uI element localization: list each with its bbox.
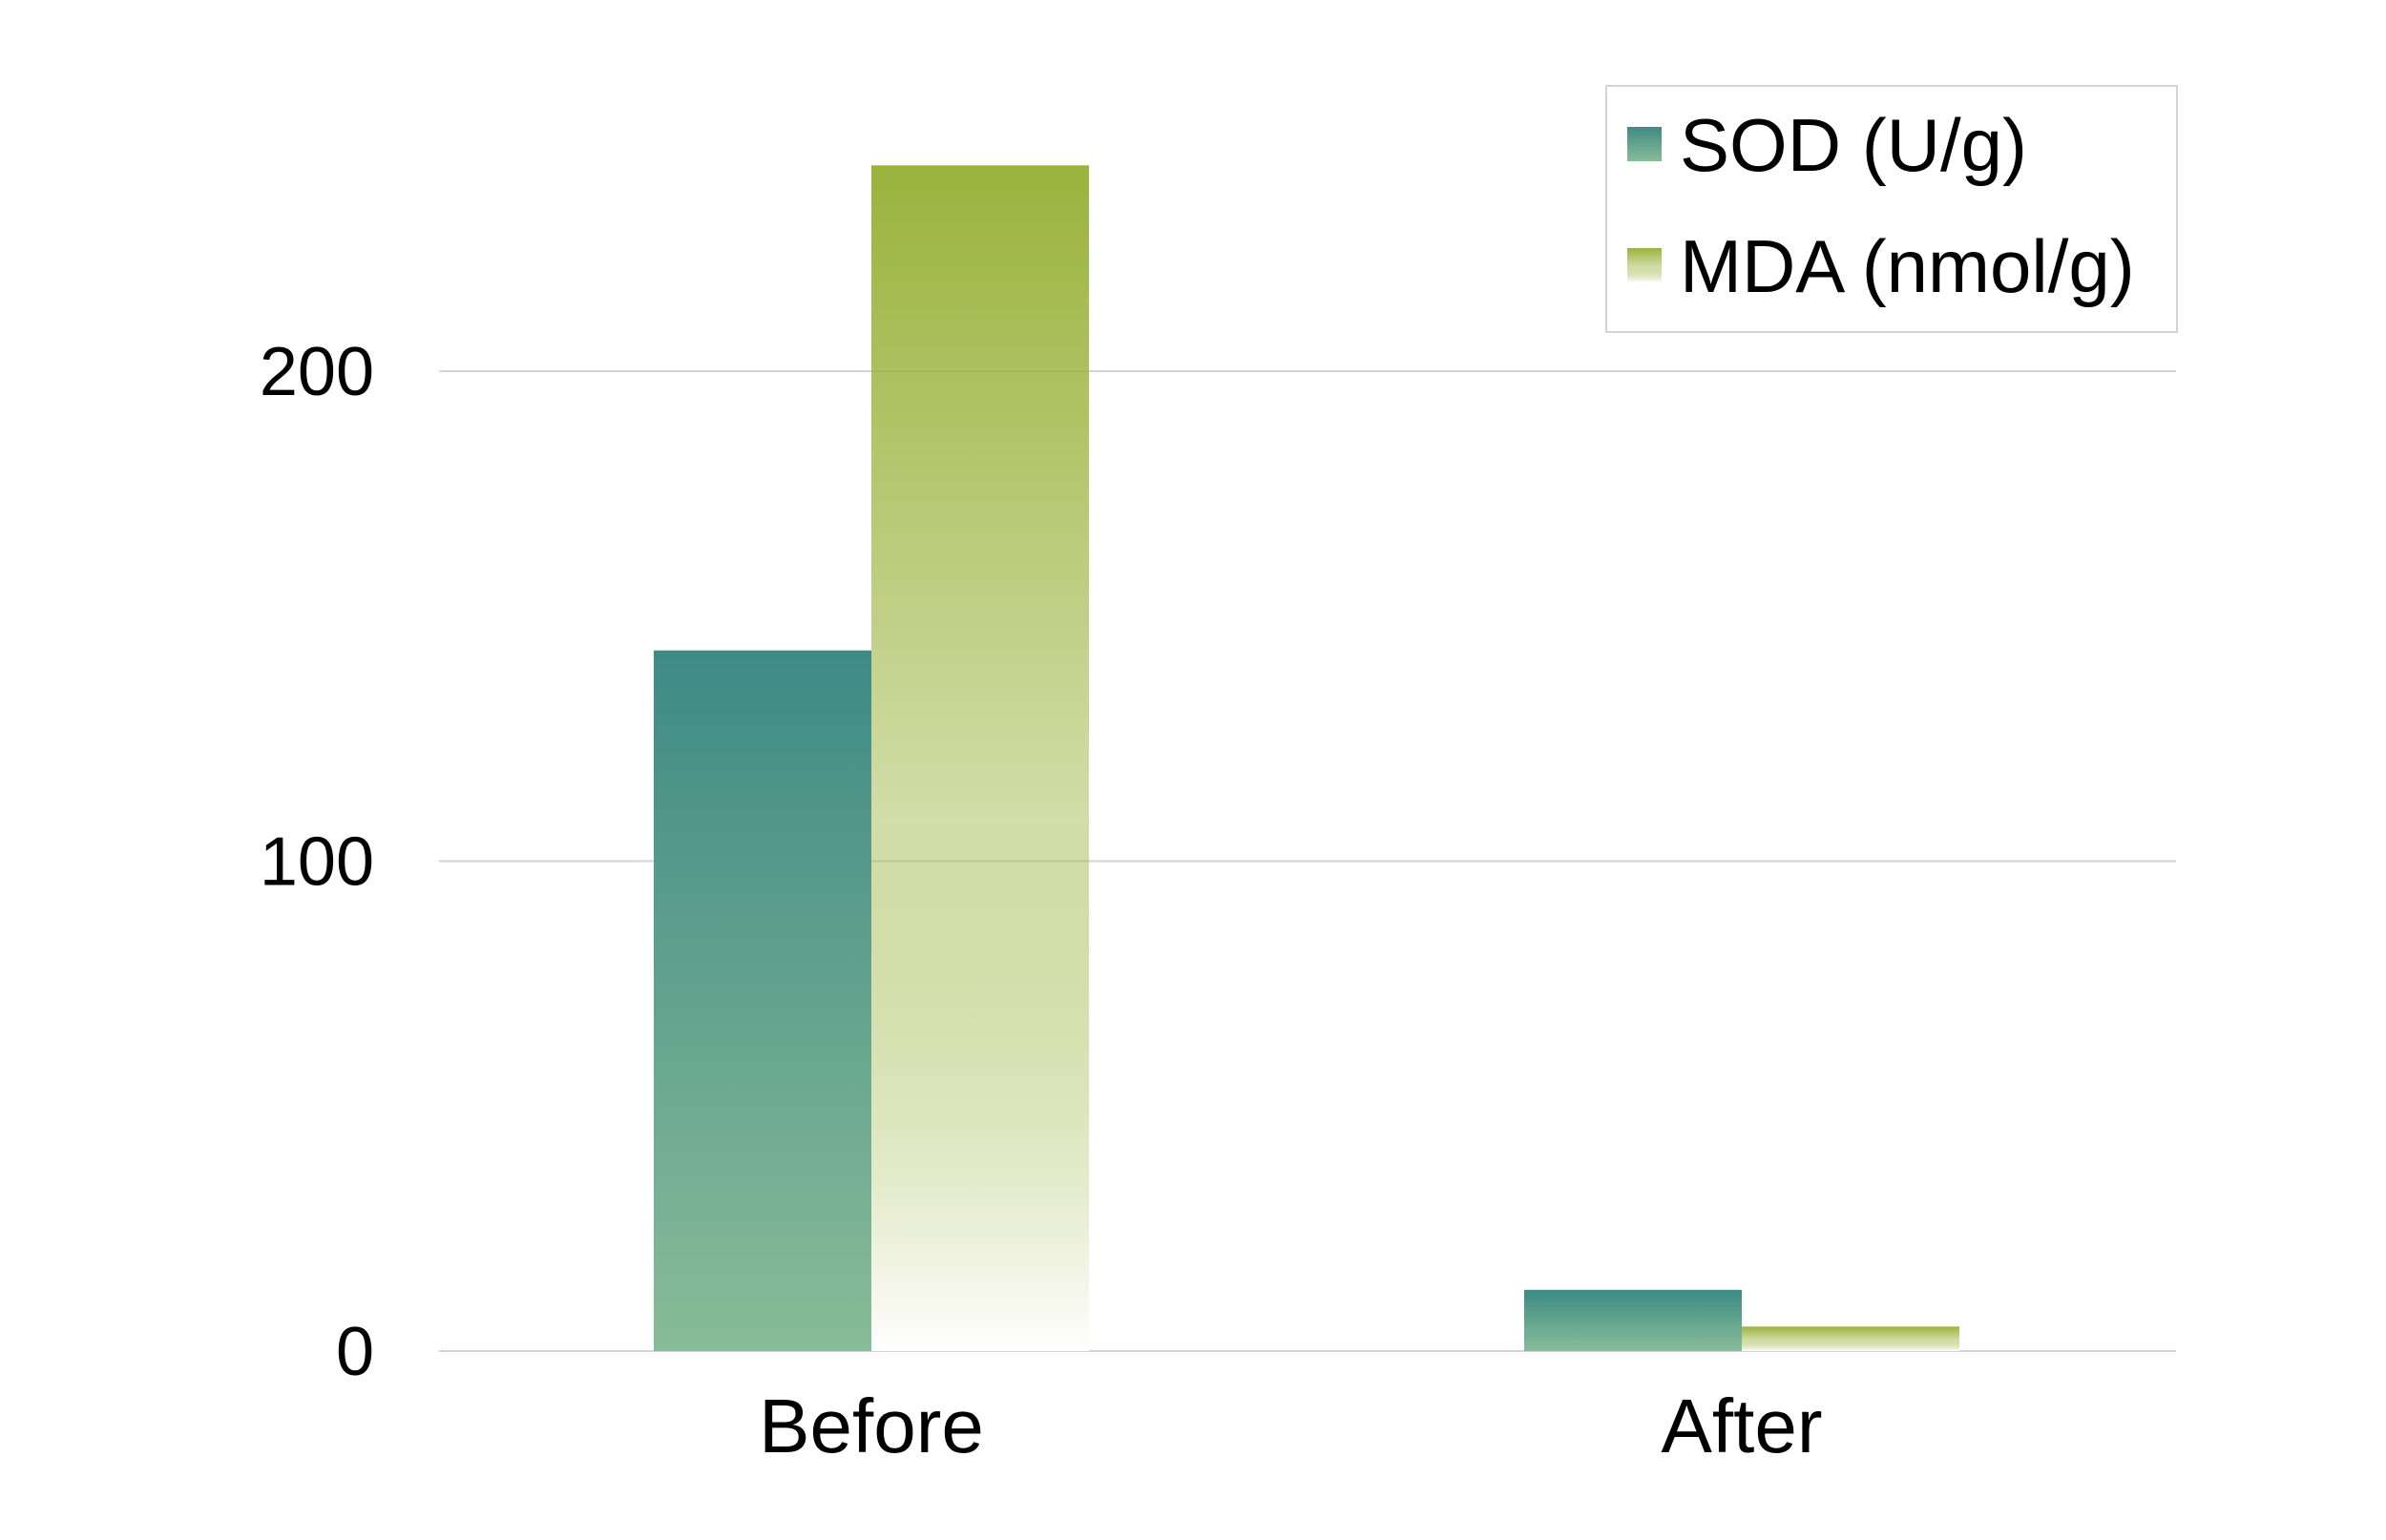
x-category-label-after: After	[1662, 1384, 1823, 1468]
bar-mda-after	[1742, 1326, 1959, 1351]
y-tick-label-200: 200	[260, 334, 374, 410]
bar-mda-before	[871, 165, 1089, 1352]
y-tick-label-0: 0	[336, 1314, 374, 1390]
y-axis-tick-labels: 0 100 200	[260, 334, 374, 1390]
legend: SOD (U/g) MDA (nmol/g)	[1605, 85, 2178, 333]
legend-label-sod: SOD (U/g)	[1680, 103, 2027, 187]
legend-box	[1605, 85, 2178, 333]
x-axis-category-labels: Before After	[759, 1384, 1822, 1468]
legend-swatch-mda	[1627, 248, 1662, 282]
x-category-label-before: Before	[759, 1384, 984, 1468]
y-tick-label-100: 100	[260, 824, 374, 901]
bar-sod-before	[654, 650, 871, 1351]
legend-swatch-sod	[1627, 127, 1662, 161]
legend-label-mda: MDA (nmol/g)	[1680, 224, 2135, 308]
bars	[654, 165, 1959, 1352]
bar-sod-after	[1524, 1289, 1742, 1351]
